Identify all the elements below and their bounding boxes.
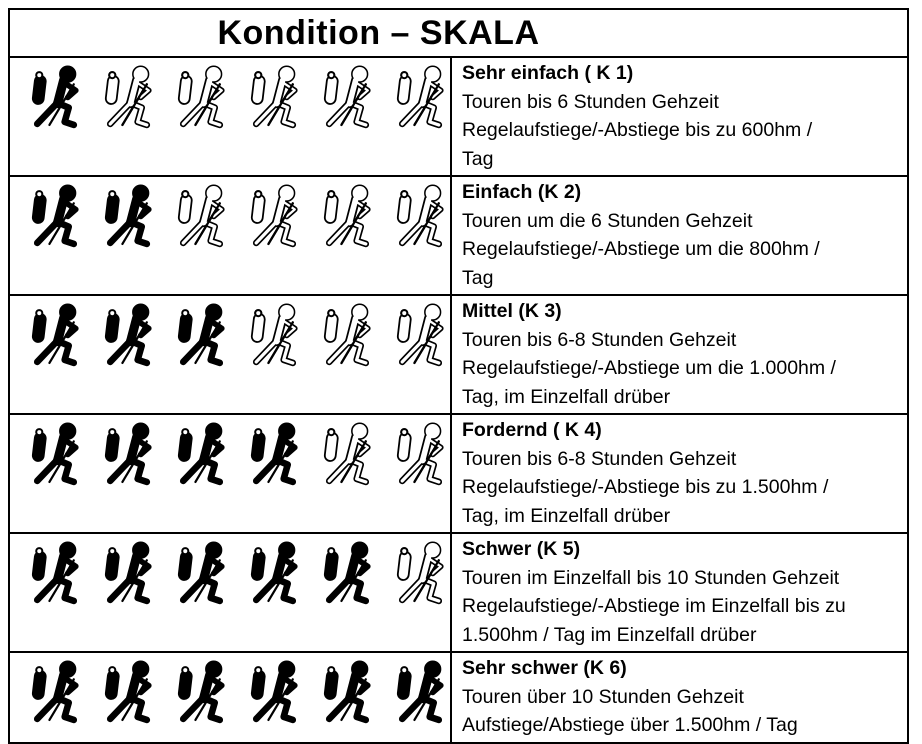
hiker-filled-icon: [99, 303, 156, 368]
icon-cell: [10, 58, 450, 175]
icon-cell: [10, 415, 450, 532]
level-name: Schwer (K 5): [462, 538, 581, 560]
hiker-outline-icon: [318, 422, 375, 487]
scale-row-k5: Schwer (K 5) Touren im Einzelfall bis 10…: [10, 532, 907, 651]
text-cell: Sehr einfach ( K 1) Touren bis 6 Stunden…: [450, 58, 907, 175]
description-line: Tag, im Einzelfall drüber: [462, 385, 671, 408]
description-line: Regelaufstiege/-Abstiege um die 800hm /: [462, 238, 820, 260]
hiker-outline-icon: [391, 184, 448, 249]
scale-row-k1: Sehr einfach ( K 1) Touren bis 6 Stunden…: [10, 58, 907, 175]
hiker-filled-icon: [26, 65, 83, 130]
level-description: Touren im Einzelfall bis 10 Stunden Gehz…: [462, 564, 903, 650]
level-description: Touren bis 6-8 Stunden Gehzeit Regelaufst…: [462, 326, 903, 412]
hiker-filled-icon: [26, 303, 83, 368]
hiker-filled-icon: [245, 660, 302, 725]
hiker-filled-icon: [245, 541, 302, 606]
hiker-filled-icon: [99, 541, 156, 606]
hiker-outline-icon: [391, 303, 448, 368]
table-body: Sehr einfach ( K 1) Touren bis 6 Stunden…: [10, 58, 907, 742]
hiker-filled-icon: [99, 660, 156, 725]
hiker-filled-icon: [172, 422, 229, 487]
description-line: Touren bis 6-8 Stunden Gehzeit: [462, 447, 737, 470]
hiker-outline-icon: [172, 184, 229, 249]
level-name: Mittel (K 3): [462, 300, 562, 322]
hiker-filled-icon: [172, 541, 229, 606]
hiker-outline-icon: [245, 303, 302, 368]
condition-scale-table: Kondition – SKALA Sehr einfach ( K 1) To…: [8, 8, 909, 744]
hiker-outline-icon: [318, 303, 375, 368]
scale-row-k4: Fordernd ( K 4) Touren bis 6-8 Stunden G…: [10, 413, 907, 532]
description-line: Touren um die 6 Stunden Gehzeit: [462, 209, 753, 232]
hiker-filled-icon: [99, 422, 156, 487]
description-line: Touren über 10 Stunden Gehzeit: [462, 685, 744, 708]
level-description: Touren bis 6 Stunden Gehzeit Regelaufstie…: [462, 88, 903, 174]
level-name: Sehr einfach ( K 1): [462, 62, 634, 84]
description-line: Aufstiege/Abstiege über 1.500hm / Tag: [462, 714, 798, 736]
description-line: Touren bis 6-8 Stunden Gehzeit: [462, 328, 737, 351]
level-description: Touren bis 6-8 Stunden Gehzeit Regelaufst…: [462, 445, 903, 531]
hiker-outline-icon: [99, 65, 156, 130]
text-cell: Schwer (K 5) Touren im Einzelfall bis 10…: [450, 534, 907, 651]
text-cell: Sehr schwer (K 6) Touren über 10 Stunden…: [450, 653, 907, 742]
scale-row-k2: Einfach (K 2) Touren um die 6 Stunden Ge…: [10, 175, 907, 294]
hiker-outline-icon: [172, 65, 229, 130]
hiker-filled-icon: [172, 660, 229, 725]
hiker-filled-icon: [318, 660, 375, 725]
description-line: Touren im Einzelfall bis 10 Stunden Gehz…: [462, 566, 840, 589]
level-name: Fordernd ( K 4): [462, 419, 602, 441]
level-description: Touren um die 6 Stunden Gehzeit Regelaufs…: [462, 207, 903, 293]
hiker-filled-icon: [172, 303, 229, 368]
level-description: Touren über 10 Stunden Gehzeit Aufstiege/…: [462, 683, 903, 740]
description-line: Tag, im Einzelfall drüber: [462, 504, 671, 527]
icon-cell: [10, 296, 450, 413]
text-cell: Fordernd ( K 4) Touren bis 6-8 Stunden G…: [450, 415, 907, 532]
description-line: Regelaufstiege/-Abstiege bis zu 1.500hm …: [462, 476, 829, 498]
hiker-outline-icon: [318, 184, 375, 249]
hiker-filled-icon: [26, 660, 83, 725]
description-line: Tag: [462, 266, 494, 289]
hiker-filled-icon: [26, 422, 83, 487]
description-line: 1.500hm / Tag im Einzelfall drüber: [462, 623, 757, 646]
level-name: Einfach (K 2): [462, 181, 582, 203]
icon-cell: [10, 177, 450, 294]
scale-row-k3: Mittel (K 3) Touren bis 6-8 Stunden Gehz…: [10, 294, 907, 413]
hiker-outline-icon: [391, 541, 448, 606]
hiker-outline-icon: [245, 65, 302, 130]
scale-row-k6: Sehr schwer (K 6) Touren über 10 Stunden…: [10, 651, 907, 742]
hiker-filled-icon: [26, 541, 83, 606]
hiker-filled-icon: [245, 422, 302, 487]
description-line: Tag: [462, 147, 494, 170]
hiker-filled-icon: [318, 541, 375, 606]
description-line: Regelaufstiege/-Abstiege um die 1.000hm …: [462, 357, 836, 379]
icon-cell: [10, 534, 450, 651]
description-line: Regelaufstiege/-Abstiege bis zu 600hm /: [462, 119, 813, 141]
table-title: Kondition – SKALA: [10, 10, 907, 58]
hiker-outline-icon: [391, 422, 448, 487]
level-name: Sehr schwer (K 6): [462, 657, 627, 679]
description-line: Touren bis 6 Stunden Gehzeit: [462, 90, 719, 113]
text-cell: Einfach (K 2) Touren um die 6 Stunden Ge…: [450, 177, 907, 294]
hiker-outline-icon: [245, 184, 302, 249]
icon-cell: [10, 653, 450, 742]
hiker-filled-icon: [26, 184, 83, 249]
hiker-filled-icon: [391, 660, 448, 725]
text-cell: Mittel (K 3) Touren bis 6-8 Stunden Gehz…: [450, 296, 907, 413]
hiker-outline-icon: [391, 65, 448, 130]
hiker-outline-icon: [318, 65, 375, 130]
hiker-filled-icon: [99, 184, 156, 249]
description-line: Regelaufstiege/-Abstiege im Einzelfall b…: [462, 595, 846, 617]
